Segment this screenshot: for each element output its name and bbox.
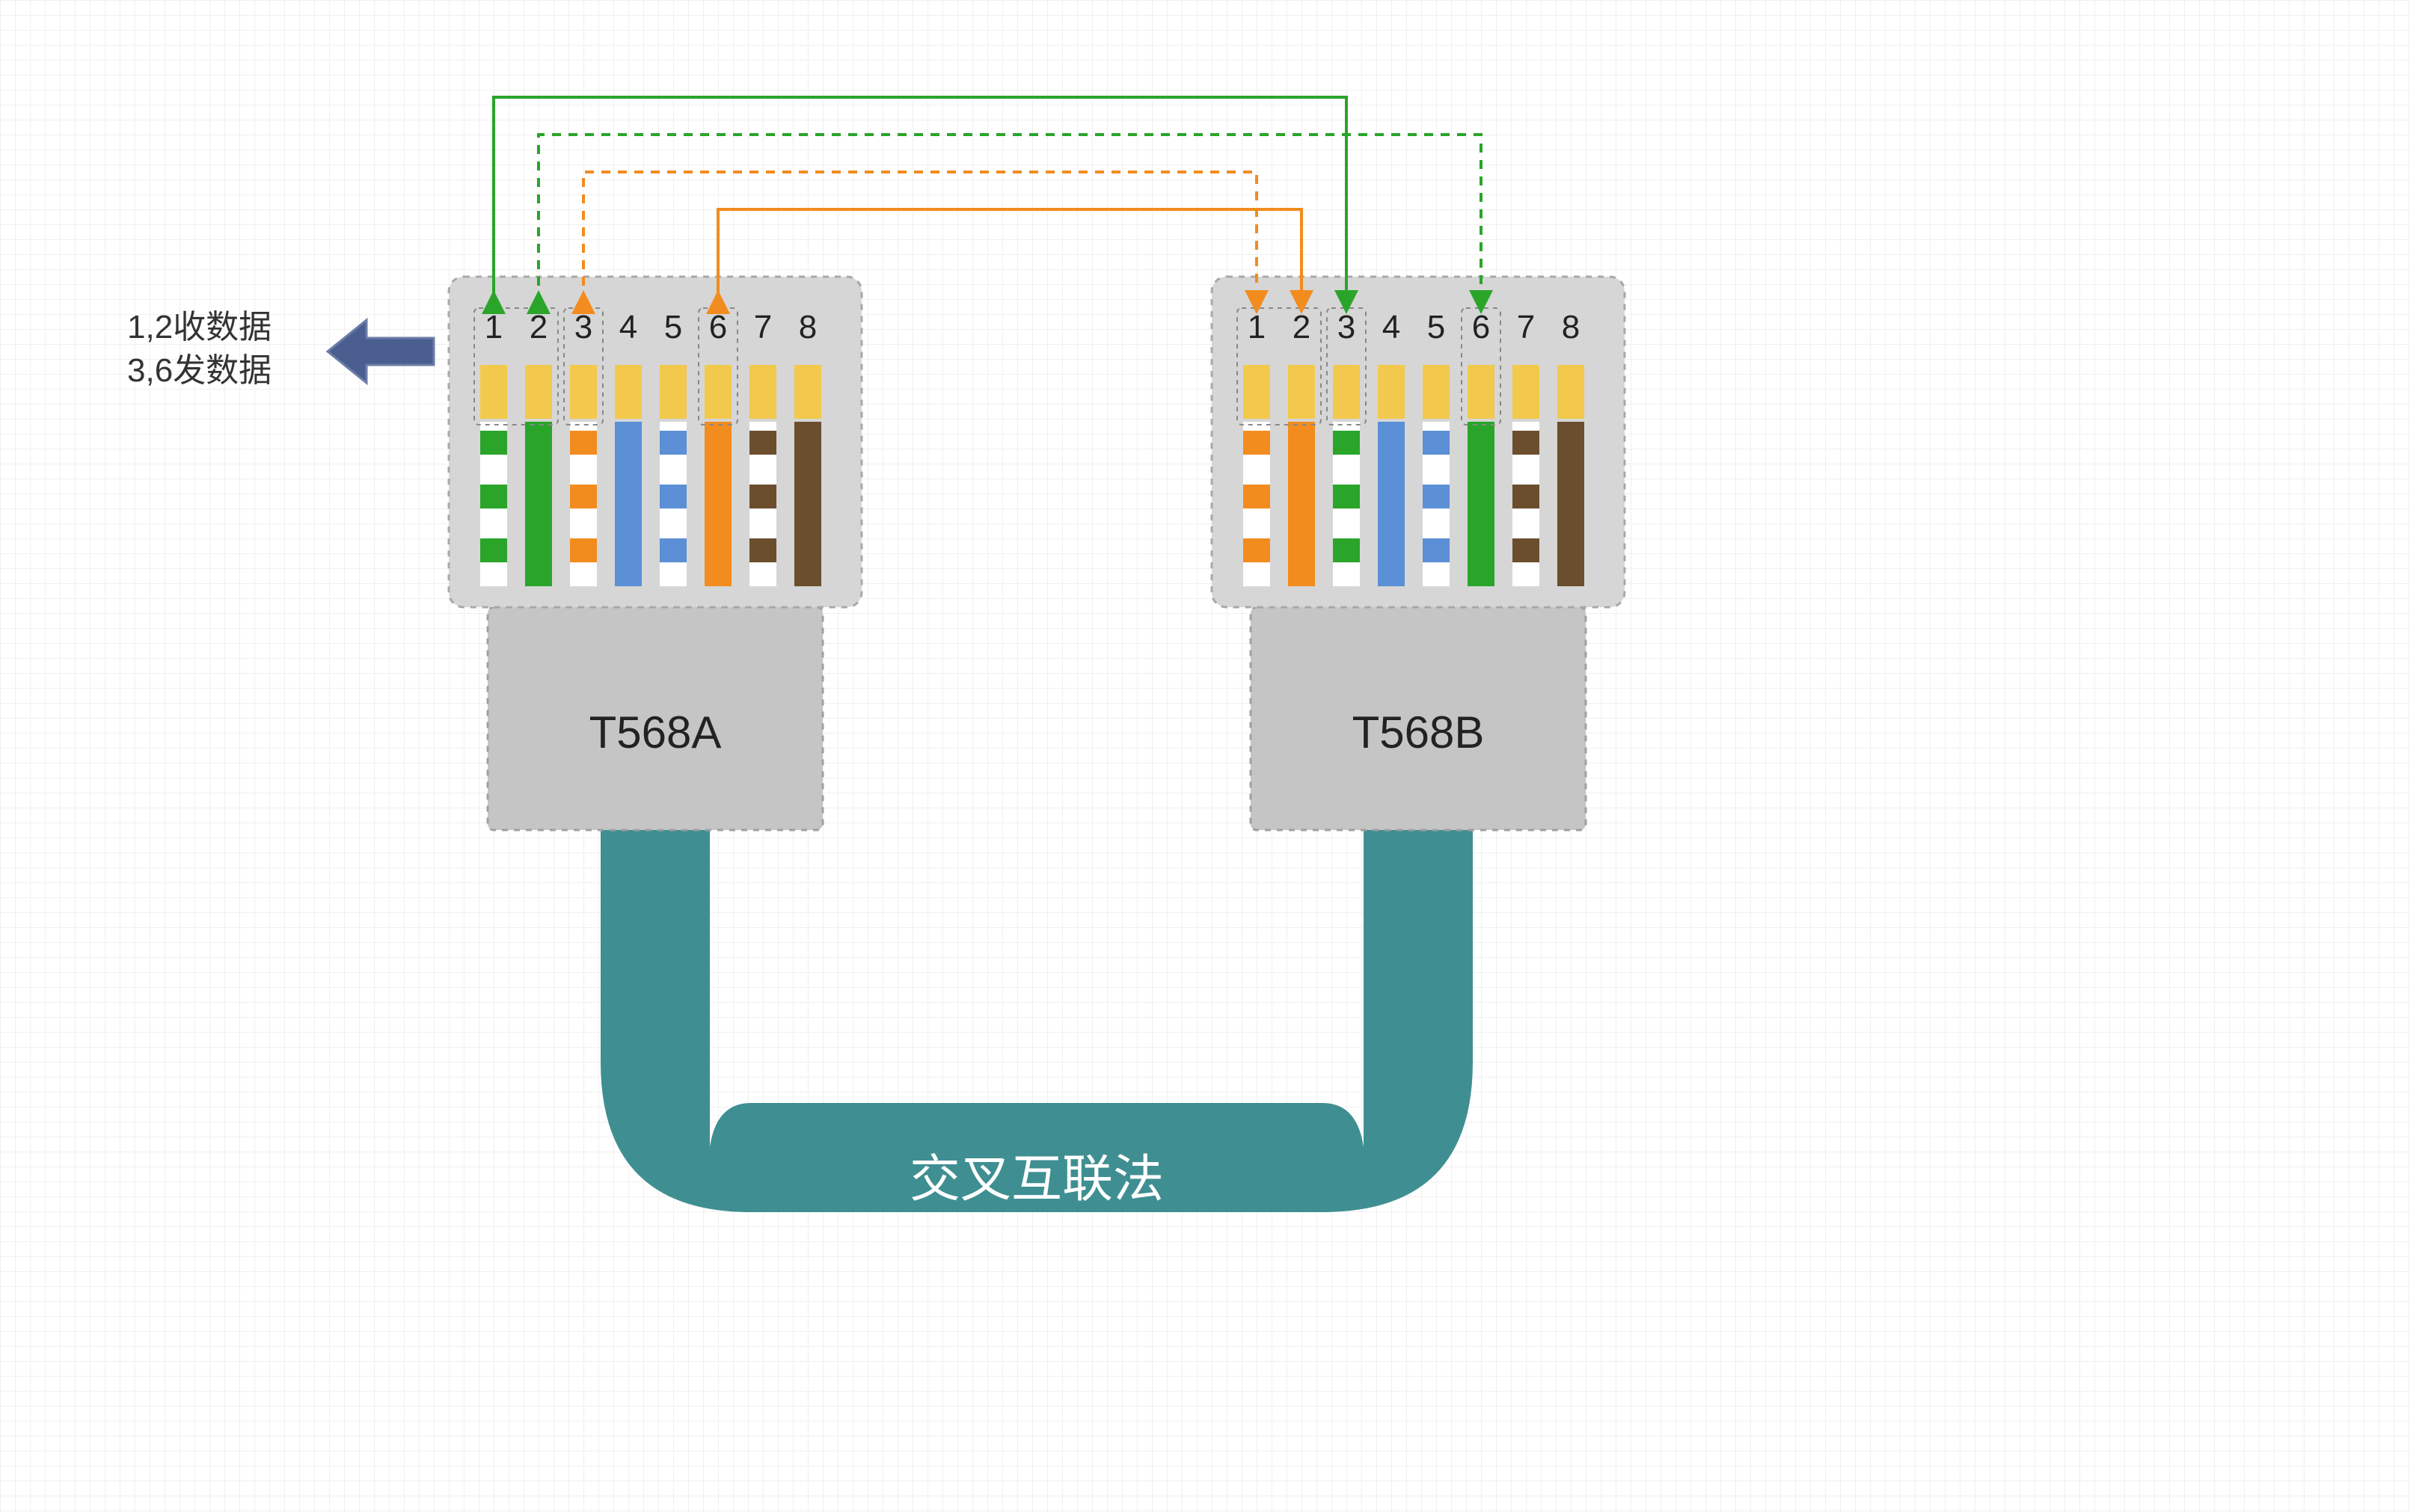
gold-pin-right-2 (1288, 365, 1315, 419)
pin-label-left-4: 4 (619, 309, 637, 345)
connector-label-right: T568B (1352, 707, 1485, 757)
diagram-svg: 交叉互联法12345678T568A12345678T568B (0, 0, 2410, 1512)
connector-label-left: T568A (589, 707, 722, 757)
gold-pin-left-1 (480, 365, 507, 419)
gold-pin-left-5 (660, 365, 687, 419)
gold-pin-left-7 (749, 365, 776, 419)
annotation-arrow (322, 314, 441, 389)
wire-left-4 (615, 422, 642, 586)
gold-pin-right-5 (1423, 365, 1450, 419)
pin-label-right-4: 4 (1382, 309, 1400, 345)
connector-left: 12345678 T568A (449, 277, 862, 830)
pin-label-left-6: 6 (709, 309, 727, 345)
wire-left-8 (794, 422, 821, 586)
pin-label-left-2: 2 (530, 309, 548, 345)
gold-pin-right-3 (1333, 365, 1360, 419)
pin-label-right-6: 6 (1472, 309, 1490, 345)
wire-left-6 (705, 422, 732, 586)
pin-label-left-8: 8 (799, 309, 817, 345)
gold-pin-left-3 (570, 365, 597, 419)
gold-pin-right-1 (1243, 365, 1270, 419)
pin-label-left-3: 3 (574, 309, 592, 345)
gold-pin-right-8 (1557, 365, 1584, 419)
pin-label-right-3: 3 (1337, 309, 1355, 345)
pin-label-right-5: 5 (1427, 309, 1445, 345)
annotation-line1: 1,2收数据 (127, 307, 272, 349)
annotation-line2: 3,6发数据 (127, 349, 272, 392)
crossover-link-1 (494, 97, 1346, 302)
wire-left-2 (525, 422, 552, 586)
annotation-text: 1,2收数据3,6发数据 (127, 307, 272, 392)
pin-label-left-1: 1 (485, 309, 503, 345)
cable-title: 交叉互联法 (910, 1151, 1164, 1208)
pin-label-right-7: 7 (1517, 309, 1535, 345)
pin-label-right-1: 1 (1248, 309, 1266, 345)
pin-label-left-5: 5 (664, 309, 682, 345)
connector-right: 12345678 T568B (1212, 277, 1625, 830)
wire-right-2 (1288, 422, 1315, 586)
wire-right-6 (1468, 422, 1494, 586)
gold-pin-left-4 (615, 365, 642, 419)
gold-pin-right-4 (1378, 365, 1405, 419)
wire-right-8 (1557, 422, 1584, 586)
gold-pin-left-6 (705, 365, 732, 419)
pin-label-right-2: 2 (1293, 309, 1310, 345)
gold-pin-left-8 (794, 365, 821, 419)
gold-pin-left-2 (525, 365, 552, 419)
wire-right-4 (1378, 422, 1405, 586)
pin-label-right-8: 8 (1562, 309, 1580, 345)
pin-label-left-7: 7 (754, 309, 772, 345)
diagram-canvas: 交叉互联法12345678T568A12345678T568B1,2收数据3,6… (0, 0, 2410, 1512)
gold-pin-right-7 (1512, 365, 1539, 419)
gold-pin-right-6 (1468, 365, 1494, 419)
